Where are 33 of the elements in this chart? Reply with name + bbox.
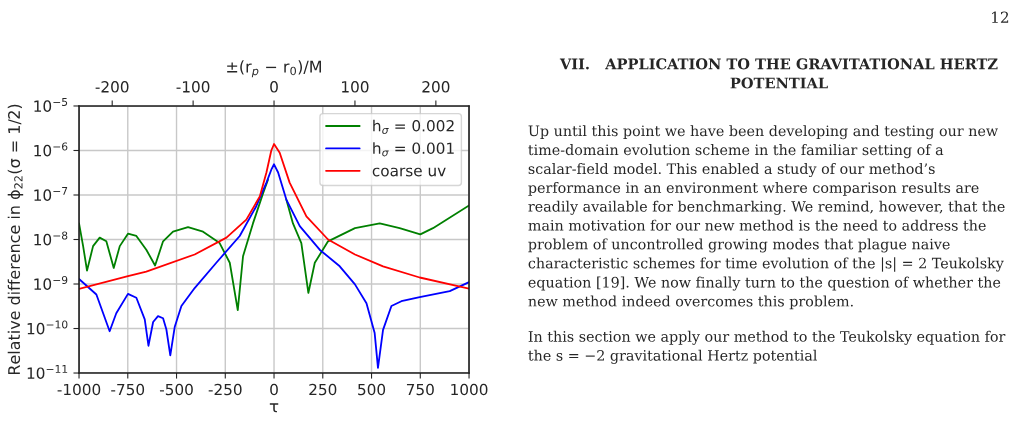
x-tick-label: -1000 [57, 383, 101, 396]
legend-label: h$_{σ}$ = 0.001 [373, 142, 454, 157]
y-tick-label: 10$^{−10}$ [27, 320, 68, 335]
x-tick-label: 0 [270, 383, 278, 396]
y-tick-label: 10$^{−6}$ [34, 142, 68, 157]
x2-tick-label: 0 [270, 81, 278, 93]
y-tick-label: 10$^{−9}$ [34, 275, 68, 290]
x-tick-label: 250 [309, 383, 337, 396]
x-tick-label: -750 [111, 383, 145, 396]
x-axis-title: τ [269, 403, 279, 413]
y-tick-label: 10$^{−7}$ [34, 187, 68, 201]
y-axis-title: Relative difference in ϕ$_{22}$(σ = 1/2) [7, 104, 24, 375]
line-series [79, 143, 470, 290]
x2-tick-label: 200 [422, 81, 450, 93]
x-tick-label: 1000 [451, 383, 488, 396]
x2-tick-label: -100 [176, 81, 210, 93]
x-tick-label: 750 [406, 383, 434, 396]
x2-tick-label: -200 [95, 81, 129, 93]
y-tick-label: 10$^{−5}$ [34, 98, 68, 112]
x-tick-label: -500 [159, 383, 193, 396]
text: In this section we apply our method to the Teukolsky equation for the s = −2 gravitational Hertz potential [528, 330, 1006, 364]
y-tick-label: 10$^{−11}$ [27, 365, 68, 379]
text: Up until this point we have been developing and testing our new time-domain evolution scheme in the familiar setting of a scalar-field model. This enabled a study of our method’s performance in an environment where comparison results are readily available for benchmarking. We remind, however, that the main motivation for our new method is the need to address the problem of uncontrolled growing modes that plague naive characteristic schemes for time evolution of the |s| = 2 Teukolsky equation [19]. We now finally turn to the question of whether the new method indeed overcomes this problem. [528, 125, 1005, 310]
x2-axis-title: ±(r$_{p}$ − r$_{0}$)/M [227, 60, 321, 78]
line-series [79, 163, 470, 369]
legend-label: coarse uv [372, 167, 446, 177]
x2-tick-label: 100 [342, 81, 369, 93]
x-tick-label: -250 [208, 383, 242, 396]
text: 12 [992, 11, 1009, 23]
x-tick-label: 500 [358, 383, 386, 396]
text: VII. APPLICATION TO THE GRAVITATIONAL HERTZ POTENTIAL [559, 58, 998, 89]
y-tick-label: 10$^{−8}$ [34, 231, 68, 246]
legend-label: h$_{σ}$ = 0.002 [373, 119, 454, 134]
